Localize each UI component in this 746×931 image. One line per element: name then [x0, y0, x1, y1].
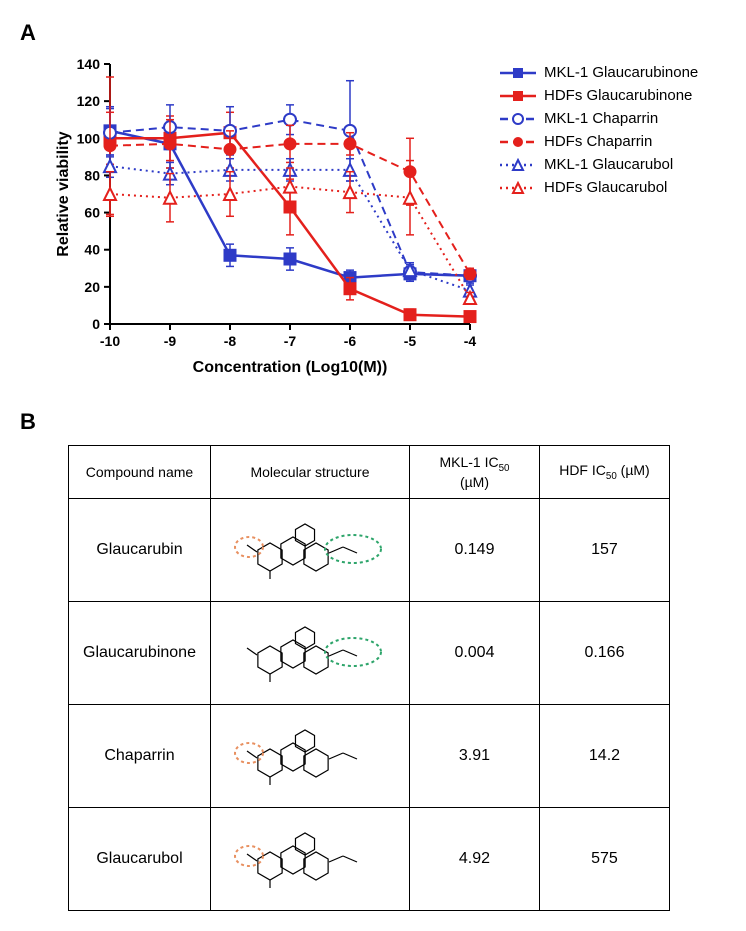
- svg-text:80: 80: [84, 167, 100, 183]
- table-header-cell: Compound name: [69, 446, 211, 499]
- svg-text:100: 100: [77, 130, 101, 146]
- legend-item: MKL-1 Glaucarubol: [500, 156, 698, 173]
- hdf-ic50-cell: 157: [539, 498, 669, 601]
- legend-item: HDFs Glaucarubinone: [500, 87, 698, 104]
- table-header-cell: MKL-1 IC50 (µM): [409, 446, 539, 499]
- mkl1-ic50-cell: 4.92: [409, 807, 539, 910]
- table-row: Chaparrin 3.9114.2: [69, 704, 670, 807]
- legend-label: HDFs Glaucarubol: [544, 179, 667, 196]
- svg-text:-5: -5: [404, 333, 417, 349]
- chart-legend: MKL-1 Glaucarubinone HDFs Glaucarubinone M…: [500, 64, 698, 202]
- hdf-ic50-cell: 575: [539, 807, 669, 910]
- hdf-ic50-cell: 0.166: [539, 601, 669, 704]
- legend-label: HDFs Glaucarubinone: [544, 87, 692, 104]
- mkl1-ic50-cell: 0.004: [409, 601, 539, 704]
- structure-cell: [210, 601, 409, 704]
- legend-item: MKL-1 Glaucarubinone: [500, 64, 698, 81]
- molecule-diagram: [225, 507, 395, 589]
- svg-text:Relative viability: Relative viability: [55, 131, 72, 256]
- table-row: Glaucarubin 0.149157: [69, 498, 670, 601]
- hdf-ic50-cell: 14.2: [539, 704, 669, 807]
- legend-item: MKL-1 Chaparrin: [500, 110, 698, 127]
- molecule-diagram: [225, 816, 395, 898]
- chart-area: 0 20 40 60 80 100 120 140 -10 -9 -8 -7 -6 -5 -4 Concent…: [50, 54, 726, 379]
- table-header-row: Compound nameMolecular structureMKL-1 IC…: [69, 446, 670, 499]
- compound-name-cell: Glaucarubol: [69, 807, 211, 910]
- legend-label: MKL-1 Chaparrin: [544, 110, 658, 127]
- panel-b-label: B: [20, 409, 726, 435]
- panel-b: B Compound nameMolecular structureMKL-1 …: [20, 409, 726, 911]
- structure-cell: [210, 704, 409, 807]
- compound-name-cell: Chaparrin: [69, 704, 211, 807]
- svg-text:20: 20: [84, 279, 100, 295]
- structure-cell: [210, 807, 409, 910]
- svg-text:-8: -8: [224, 333, 237, 349]
- compound-name-cell: Glaucarubinone: [69, 601, 211, 704]
- molecule-diagram: [225, 713, 395, 795]
- panel-a-label: A: [20, 20, 726, 46]
- mkl1-ic50-cell: 0.149: [409, 498, 539, 601]
- compound-name-cell: Glaucarubin: [69, 498, 211, 601]
- svg-text:-9: -9: [164, 333, 177, 349]
- svg-text:-10: -10: [100, 333, 120, 349]
- svg-text:120: 120: [77, 93, 101, 109]
- svg-text:60: 60: [84, 205, 100, 221]
- legend-item: HDFs Chaparrin: [500, 133, 698, 150]
- legend-label: MKL-1 Glaucarubol: [544, 156, 673, 173]
- panel-a: A 0 20 40 60 80 100 120 140 -10 -9 -8 -7 -6 -5 -4 Conce…: [20, 20, 726, 379]
- svg-text:-6: -6: [344, 333, 357, 349]
- svg-text:140: 140: [77, 56, 101, 72]
- table-header-cell: HDF IC50 (µM): [539, 446, 669, 499]
- molecule-diagram: [225, 610, 395, 692]
- table-row: Glaucarubol 4.92575: [69, 807, 670, 910]
- viability-chart: 0 20 40 60 80 100 120 140 -10 -9 -8 -7 -6 -5 -4 Concent…: [50, 54, 480, 379]
- table-header-cell: Molecular structure: [210, 446, 409, 499]
- svg-text:Concentration (Log10(M)): Concentration (Log10(M)): [193, 359, 388, 376]
- structure-cell: [210, 498, 409, 601]
- svg-text:0: 0: [92, 316, 100, 332]
- svg-text:40: 40: [84, 242, 100, 258]
- legend-item: HDFs Glaucarubol: [500, 179, 698, 196]
- svg-text:-4: -4: [464, 333, 477, 349]
- svg-text:-7: -7: [284, 333, 297, 349]
- table-row: Glaucarubinone 0.0040.166: [69, 601, 670, 704]
- mkl1-ic50-cell: 3.91: [409, 704, 539, 807]
- legend-label: MKL-1 Glaucarubinone: [544, 64, 698, 81]
- legend-label: HDFs Chaparrin: [544, 133, 652, 150]
- ic50-table: Compound nameMolecular structureMKL-1 IC…: [68, 445, 670, 911]
